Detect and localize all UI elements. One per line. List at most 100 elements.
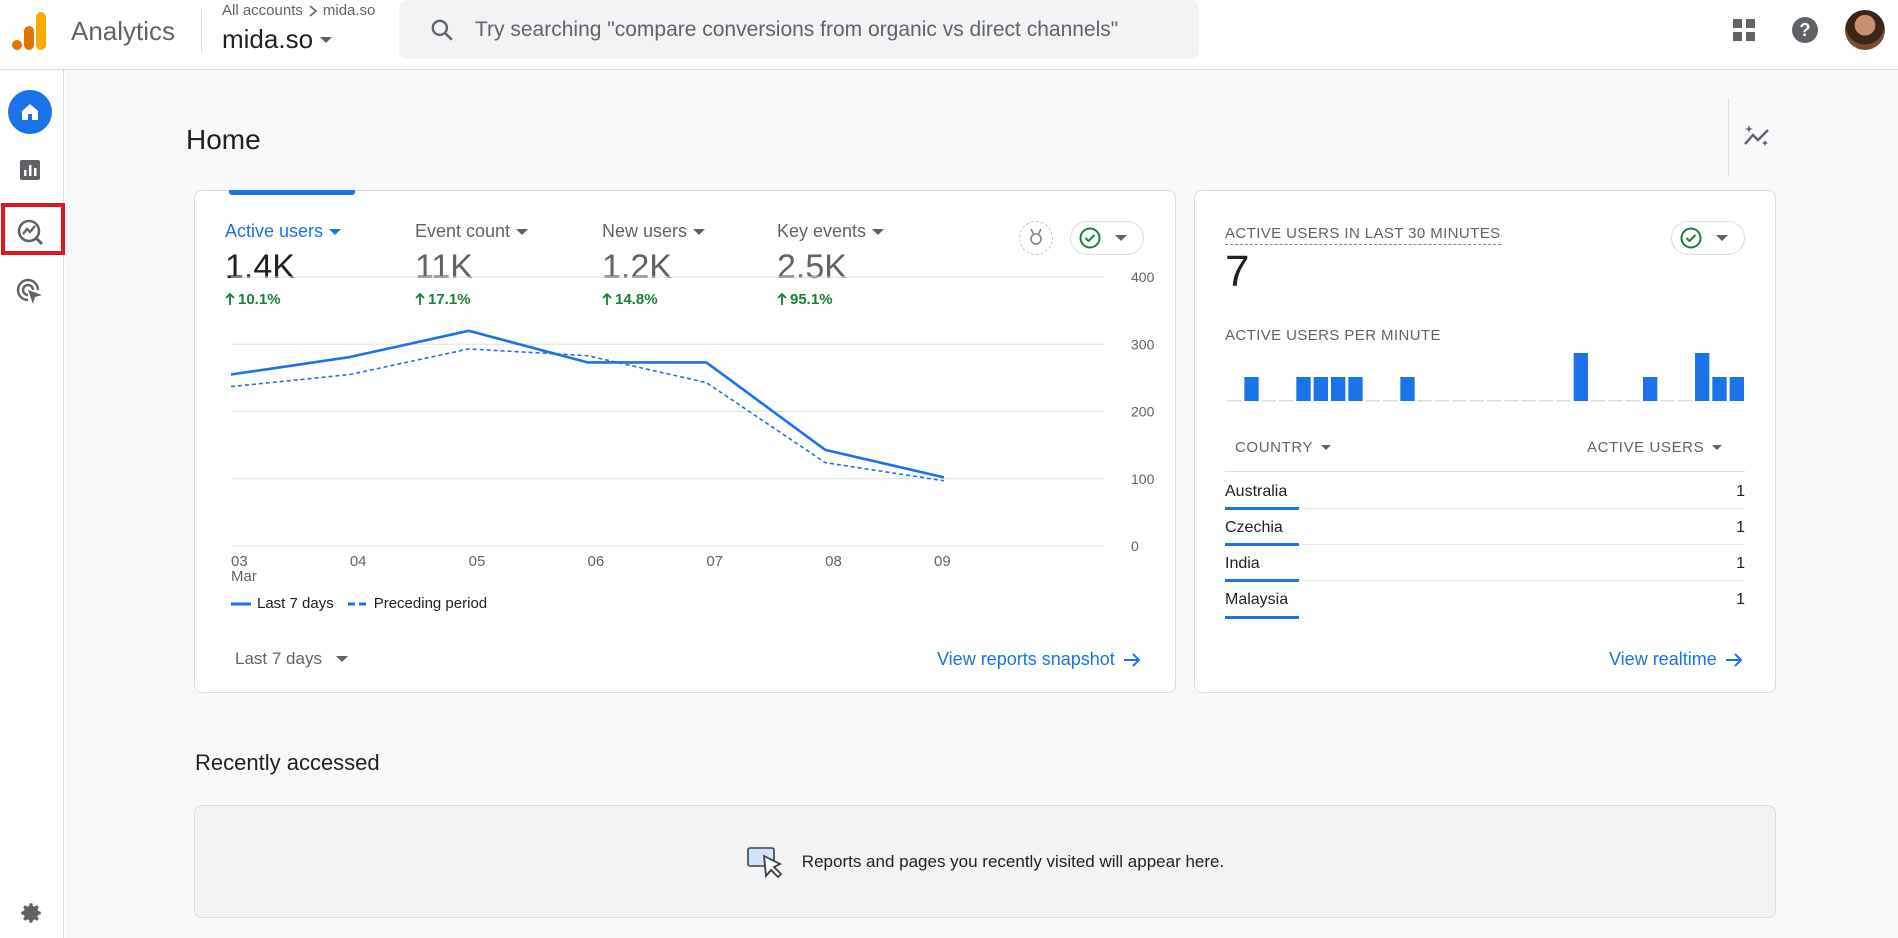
search-icon	[431, 19, 453, 41]
date-range-select[interactable]: Last 7 days	[235, 649, 348, 669]
analytics-logo-icon[interactable]	[12, 12, 48, 50]
nav-advertising[interactable]	[8, 270, 52, 314]
divider	[1728, 98, 1729, 176]
y-tick-label: 0	[1131, 538, 1139, 554]
table-row[interactable]: India 1	[1225, 545, 1745, 582]
metric-value: 11K	[415, 248, 473, 286]
apps-grid-icon	[1733, 19, 1755, 41]
active-users-column-header[interactable]: ACTIVE USERS	[1587, 439, 1723, 456]
chart-legend: Last 7 days Preceding period	[231, 595, 487, 612]
search-bar[interactable]	[399, 0, 1199, 59]
nav-home[interactable]	[8, 90, 52, 134]
metric-tab-new-users[interactable]: New users 1.2K 14.8%	[602, 221, 706, 308]
table-row[interactable]: Malaysia 1	[1225, 581, 1745, 619]
caret-down-icon	[1115, 235, 1127, 241]
apps-button[interactable]	[1728, 14, 1760, 46]
nav-reports[interactable]	[8, 148, 52, 192]
metric-value: 2.5K	[777, 248, 847, 286]
minute-bar-empty	[1261, 400, 1276, 402]
arrow-right-icon	[1123, 652, 1141, 667]
metric-tab-key-events[interactable]: Key events 2.5K 95.1%	[777, 221, 885, 308]
table-row[interactable]: Australia 1	[1225, 473, 1745, 510]
y-tick-label: 300	[1131, 336, 1155, 352]
minute-bar-empty	[1660, 400, 1675, 402]
legend-solid-swatch	[231, 602, 251, 605]
series-line-preceding-period	[230, 348, 945, 482]
x-axis-month-label: Mar	[231, 568, 257, 585]
help-button[interactable]: ?	[1789, 14, 1821, 46]
data-quality-menu[interactable]	[1070, 221, 1144, 255]
overview-card: Active users 1.4K 10.1% Event count 11K …	[194, 190, 1176, 693]
view-realtime-link[interactable]: View realtime	[1609, 649, 1743, 670]
caret-down-icon	[335, 656, 348, 662]
caret-down-icon[interactable]	[872, 228, 885, 235]
x-tick-label: 06	[588, 553, 605, 570]
arrow-up-icon	[777, 293, 787, 305]
country-name: Czechia	[1225, 519, 1283, 536]
per-minute-label: ACTIVE USERS PER MINUTE	[1225, 327, 1441, 344]
minute-bar-empty	[1279, 400, 1294, 402]
minute-bar-empty	[1556, 400, 1571, 402]
breadcrumb-child[interactable]: mida.so	[322, 2, 376, 19]
metric-change: 17.1%	[428, 291, 471, 308]
per-minute-bar-chart	[1227, 353, 1744, 402]
caret-down-icon[interactable]	[516, 228, 529, 235]
caret-down-icon[interactable]	[329, 228, 342, 235]
minute-bar	[1244, 377, 1259, 401]
property-selector[interactable]: mida.so	[222, 24, 333, 55]
insights-badge[interactable]	[1019, 221, 1053, 255]
arrow-up-icon	[602, 293, 612, 305]
metric-value: 1.4K	[225, 248, 295, 286]
bar-chart-icon	[20, 160, 40, 180]
metric-label: Key events	[777, 221, 867, 241]
gear-icon	[21, 903, 41, 923]
nav-explore[interactable]	[8, 210, 52, 254]
cursor-click-icon	[746, 846, 783, 878]
chevron-right-icon	[309, 4, 318, 17]
breadcrumb[interactable]: All accounts mida.so	[222, 2, 375, 19]
minute-bar	[1331, 377, 1346, 401]
highlight-box	[1, 203, 65, 255]
table-row[interactable]: Czechia 1	[1225, 509, 1745, 546]
user-count: 1	[1736, 483, 1745, 500]
minute-bar	[1643, 377, 1658, 401]
column-label: COUNTRY	[1235, 439, 1314, 456]
row-bar	[1225, 579, 1299, 582]
minute-bar-empty	[1469, 400, 1484, 402]
x-tick-label: 03	[231, 553, 248, 570]
minute-bar-empty	[1417, 400, 1432, 402]
property-name: mida.so	[222, 24, 314, 54]
column-label: ACTIVE USERS	[1587, 439, 1705, 456]
y-tick-label: 200	[1131, 404, 1155, 420]
award-ribbon-icon	[1030, 228, 1042, 245]
app-name: Analytics	[71, 16, 176, 46]
insights-button[interactable]	[1740, 120, 1774, 154]
minute-bar-empty	[1591, 400, 1606, 402]
legend-item-preceding-period: Preceding period	[347, 595, 487, 612]
minute-bar-empty	[1608, 400, 1623, 402]
minute-bar	[1573, 353, 1588, 401]
metric-tab-active-users[interactable]: Active users 1.4K 10.1%	[225, 221, 342, 308]
metric-label: Event count	[415, 221, 511, 241]
metric-tab-event-count[interactable]: Event count 11K 17.1%	[415, 221, 529, 308]
user-avatar[interactable]	[1845, 10, 1885, 50]
y-tick-label: 400	[1131, 269, 1155, 285]
realtime-data-quality-menu[interactable]	[1671, 221, 1745, 255]
breadcrumb-root[interactable]: All accounts	[222, 2, 303, 19]
help-icon: ?	[1792, 17, 1818, 43]
realtime-title[interactable]: ACTIVE USERS IN LAST 30 MINUTES	[1225, 225, 1501, 245]
explore-icon	[17, 219, 44, 246]
legend-label: Last 7 days	[257, 595, 334, 612]
settings-button[interactable]	[14, 896, 48, 930]
country-column-header[interactable]: COUNTRY	[1235, 439, 1332, 456]
minute-bar-empty	[1521, 400, 1536, 402]
minute-bar	[1400, 377, 1415, 401]
minute-bar-empty	[1383, 400, 1398, 402]
caret-down-icon[interactable]	[693, 228, 706, 235]
arrow-up-icon	[415, 293, 425, 305]
view-reports-snapshot-link[interactable]: View reports snapshot	[937, 649, 1141, 670]
arrow-up-icon	[225, 293, 235, 305]
user-count: 1	[1736, 519, 1745, 536]
advertising-target-icon	[16, 278, 42, 304]
search-input[interactable]	[475, 17, 1175, 42]
